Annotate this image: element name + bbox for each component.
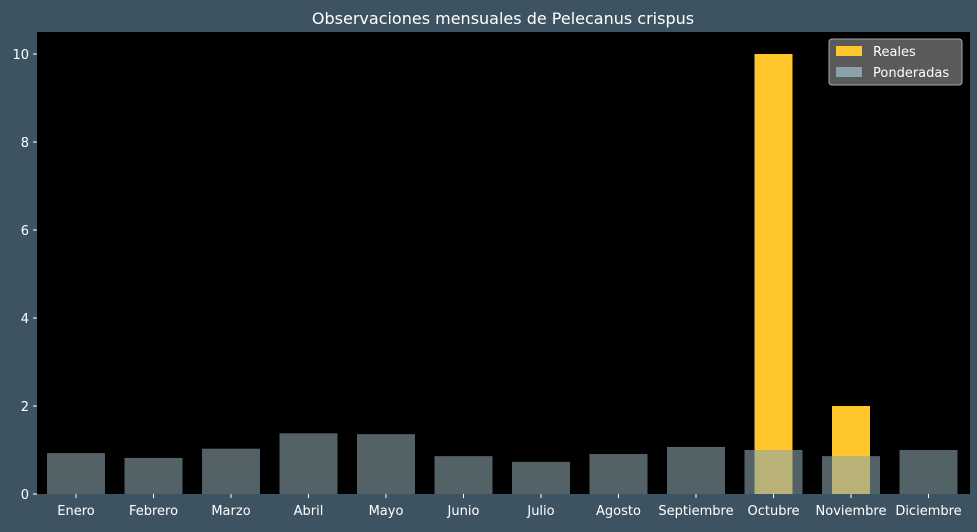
x-tick-label: Septiembre: [658, 504, 733, 519]
bar-ponderadas: [202, 448, 260, 494]
y-axis: 0 2 4 6 8 10: [12, 48, 37, 503]
x-tick-label: Octubre: [747, 504, 799, 519]
x-tick-label: Enero: [57, 504, 95, 519]
bar-ponderadas: [124, 457, 183, 494]
x-tick-label: Julio: [526, 504, 554, 519]
legend-swatch-reales: [836, 46, 862, 56]
bar-ponderadas: [512, 461, 570, 494]
x-tick-label: Mayo: [369, 504, 404, 519]
bar-ponderadas: [47, 453, 105, 494]
x-tick-label: Agosto: [596, 504, 641, 519]
y-tick-label: 4: [21, 312, 29, 327]
y-tick-label: 0: [21, 488, 29, 503]
x-tick-label: Marzo: [211, 504, 250, 519]
bar-ponderadas: [667, 446, 725, 494]
legend-swatch-ponderadas: [836, 67, 862, 77]
y-tick-label: 2: [21, 400, 29, 415]
bar-ponderadas: [822, 456, 880, 494]
bar-ponderadas: [744, 450, 803, 494]
bar-reales: [754, 54, 793, 494]
plot-area: [37, 32, 970, 494]
series-ponderadas: [47, 433, 958, 494]
legend-box: [828, 38, 963, 86]
bar-ponderadas: [899, 450, 958, 494]
legend-label-ponderadas: Ponderadas: [873, 66, 949, 81]
y-tick-label: 6: [21, 224, 29, 239]
x-tick-label: Febrero: [129, 504, 178, 519]
bar-ponderadas: [589, 453, 648, 494]
y-tick-label: 10: [12, 48, 29, 63]
legend-label-reales: Reales: [873, 45, 916, 60]
x-tick-label: Abril: [294, 504, 324, 519]
bar-ponderadas: [279, 433, 338, 494]
bar-ponderadas: [434, 456, 493, 494]
bar-ponderadas: [357, 434, 415, 494]
y-tick-label: 8: [21, 136, 29, 151]
x-tick-label: Diciembre: [895, 504, 961, 519]
x-axis: Enero Febrero Marzo Abril Mayo Junio Julio Agos…: [57, 494, 962, 519]
chart-title: Observaciones mensuales de Pelecanus cri…: [312, 9, 694, 28]
x-tick-label: Junio: [447, 504, 480, 519]
legend: Reales Ponderadas: [828, 38, 963, 86]
x-tick-label: Noviembre: [816, 504, 887, 519]
